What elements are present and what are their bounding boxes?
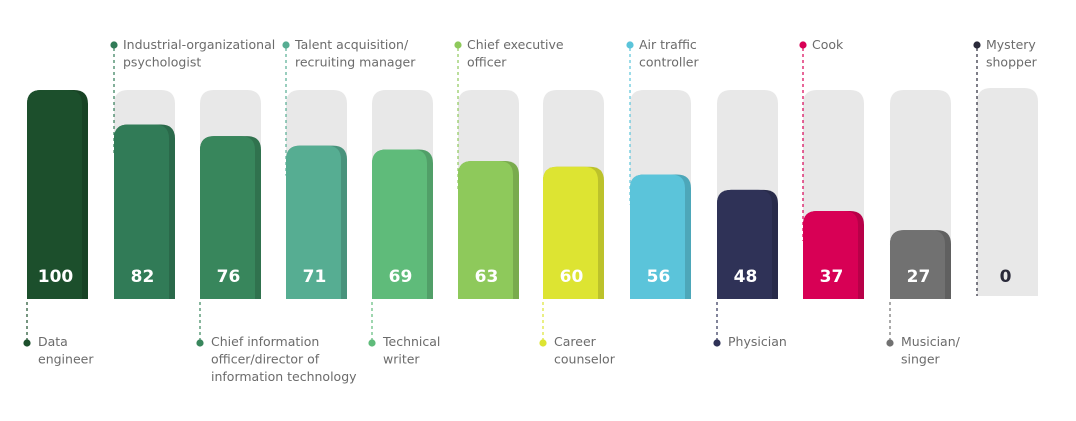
value-label: 27 xyxy=(907,267,931,287)
value-label: 48 xyxy=(734,267,758,287)
category-dot xyxy=(713,339,721,347)
bar xyxy=(543,166,598,299)
category-label: controller xyxy=(639,55,699,70)
category-label: Industrial-organizational xyxy=(123,37,275,52)
bar xyxy=(114,124,169,299)
category-label: Talent acquisition/ xyxy=(294,37,409,52)
category-dot xyxy=(368,339,376,347)
category-dot xyxy=(626,41,634,49)
value-label: 71 xyxy=(303,267,327,287)
category-label: Mystery xyxy=(986,37,1036,52)
bar xyxy=(458,161,513,299)
category-dot xyxy=(973,41,981,49)
bar xyxy=(372,149,427,299)
category-label: Air traffic xyxy=(639,37,697,52)
category-dot xyxy=(886,339,894,347)
category-dot xyxy=(110,41,118,49)
category-label: counselor xyxy=(554,352,616,367)
category-label: information technology xyxy=(211,369,357,384)
value-label: 82 xyxy=(131,267,155,287)
bar xyxy=(27,90,82,299)
value-label: 0 xyxy=(1000,267,1012,287)
category-dot xyxy=(23,339,31,347)
bar xyxy=(200,136,255,299)
value-label: 37 xyxy=(820,267,844,287)
category-dot xyxy=(454,41,462,49)
category-dot xyxy=(539,339,547,347)
value-label: 56 xyxy=(647,267,671,287)
category-label: officer xyxy=(467,55,507,70)
category-dot xyxy=(196,339,204,347)
bar xyxy=(890,230,945,299)
value-label: 63 xyxy=(475,267,499,287)
category-label: Chief information xyxy=(211,334,319,349)
bar xyxy=(803,210,858,299)
category-label: recruiting manager xyxy=(295,55,416,70)
category-label: Musician/ xyxy=(901,334,961,349)
category-label: Technical xyxy=(382,334,440,349)
category-label: singer xyxy=(901,352,941,367)
category-label: Career xyxy=(554,334,597,349)
category-label: Cook xyxy=(812,37,844,52)
value-label: 76 xyxy=(217,267,241,287)
category-label: Physician xyxy=(728,334,787,349)
category-label: shopper xyxy=(986,55,1038,70)
value-label: 100 xyxy=(38,267,74,287)
category-label: engineer xyxy=(38,352,94,367)
category-label: Data xyxy=(38,334,68,349)
category-label: officer/director of xyxy=(211,352,320,367)
category-dot xyxy=(282,41,290,49)
category-label: psychologist xyxy=(123,55,201,70)
value-label: 60 xyxy=(560,267,584,287)
bar xyxy=(286,145,341,299)
bar xyxy=(630,174,685,299)
bar xyxy=(717,189,772,299)
category-dot xyxy=(799,41,807,49)
category-label: writer xyxy=(383,352,420,367)
bar-track xyxy=(977,88,1038,296)
category-label: Chief executive xyxy=(467,37,564,52)
value-label: 69 xyxy=(389,267,413,287)
